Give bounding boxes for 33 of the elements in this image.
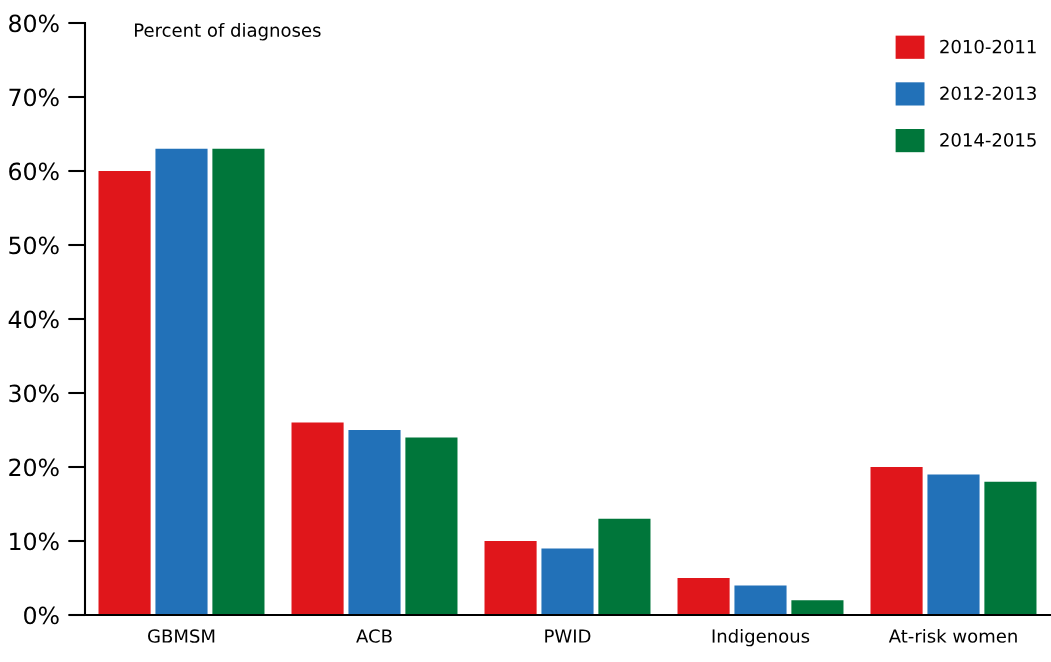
y-axis-title: Percent of diagnoses	[135, 23, 321, 41]
x-tick-label: At-risk women	[888, 628, 1017, 643]
x-tick-label: ACB	[356, 629, 392, 643]
x-tick-label: PWID	[545, 629, 591, 643]
bar	[541, 548, 594, 615]
bar	[98, 171, 151, 615]
x-tick-label: GBMSM	[148, 629, 215, 643]
bar	[484, 541, 537, 615]
bar	[348, 430, 401, 615]
y-tick-label: 40%	[8, 310, 59, 329]
bar	[734, 585, 787, 615]
legend-label: 2010-2011	[940, 39, 1036, 54]
bar	[927, 474, 980, 615]
y-tick-label: 50%	[9, 236, 59, 255]
y-tick-label: 60%	[9, 162, 59, 181]
legend-label: 2014-2015	[940, 133, 1036, 147]
bar	[598, 518, 651, 615]
bar	[155, 148, 208, 615]
y-tick-label: 20%	[9, 458, 59, 477]
y-tick-label: 70%	[9, 88, 59, 107]
y-tick-label: 30%	[9, 384, 59, 403]
bar	[291, 422, 344, 615]
bar	[791, 600, 844, 615]
y-tick-label: 0%	[24, 606, 59, 625]
bar	[870, 467, 923, 615]
bar	[405, 437, 458, 615]
y-tick-label: 80%	[9, 14, 59, 33]
x-tick-label: Indigenous	[712, 628, 810, 647]
bar	[212, 148, 265, 615]
y-tick-label: 10%	[10, 532, 59, 551]
bar	[984, 481, 1037, 615]
legend-label: 2012-2013	[940, 86, 1036, 101]
bar	[677, 578, 730, 615]
